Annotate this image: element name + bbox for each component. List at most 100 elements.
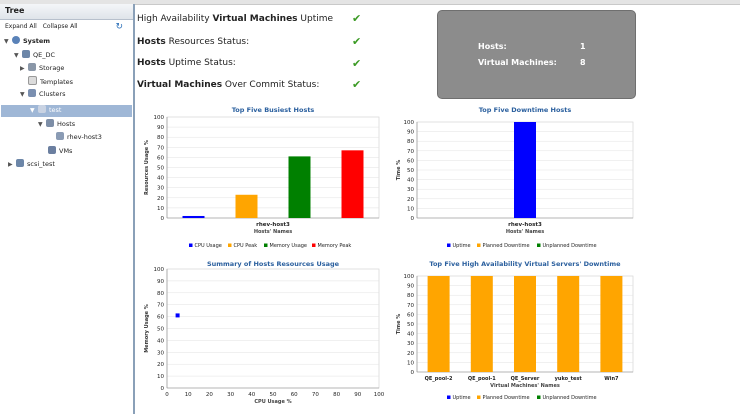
y-tick-label: 80 <box>157 291 164 297</box>
bar <box>341 150 364 218</box>
ok-check-icon: ✔ <box>352 12 362 25</box>
ok-check-icon: ✔ <box>352 78 362 91</box>
scatter-point <box>175 313 180 318</box>
legend-swatch <box>228 243 232 247</box>
expand-all-link[interactable]: Expand All <box>5 23 37 30</box>
y-tick-label: 30 <box>157 186 164 192</box>
bar <box>470 276 493 372</box>
legend-entry: Planned Downtime <box>483 243 530 249</box>
y-tick-label: 100 <box>404 120 415 126</box>
y-tick-label: 20 <box>407 351 414 357</box>
chart-hosts-resources-usage: Summary of Hosts Resources Usage 0 10 20 30 4… <box>144 260 385 405</box>
x-tick-label: 30 <box>227 392 234 398</box>
hosts-icon <box>46 119 54 127</box>
vms-icon <box>48 146 56 154</box>
bar <box>557 276 580 372</box>
collapse-all-link[interactable]: Collapse All <box>42 23 78 30</box>
y-tick-label: 100 <box>154 267 165 273</box>
x-tick-label: 50 <box>270 392 277 398</box>
y-tick-label: 70 <box>157 145 164 151</box>
chart-downtime-hosts: Top Five Downtime Hosts 0 10 20 30 40 50 60 70 80… <box>396 106 634 249</box>
legend-entry: Planned Downtime <box>483 395 530 401</box>
y-tick-label: 40 <box>407 332 414 338</box>
chart-title: Top Five Downtime Hosts <box>479 106 572 114</box>
y-axis-label: Time % <box>396 160 402 180</box>
x-tick-label: 80 <box>333 392 340 398</box>
tree-node-cluster-test[interactable]: ▼ test <box>30 105 62 114</box>
legend-swatch <box>477 395 481 399</box>
x-axis-label: Hosts' Names <box>254 229 292 235</box>
chart-title: Summary of Hosts Resources Usage <box>207 260 340 268</box>
tree-node-scsi-test[interactable]: ▶ scsi_test <box>8 159 55 168</box>
y-tick-label: 50 <box>157 327 164 333</box>
expand-arrow-icon[interactable]: ▶ <box>20 65 25 72</box>
tree-node-templates[interactable]: Templates <box>28 76 73 87</box>
legend-swatch <box>312 243 316 247</box>
tree-node-host-rhev-host3[interactable]: rhev-host3 <box>56 132 102 143</box>
bar <box>288 156 311 218</box>
x-axis-label: Virtual Machines' Names <box>490 383 560 389</box>
legend-swatch <box>537 243 541 247</box>
y-tick-label: 30 <box>157 350 164 356</box>
collapse-arrow-icon[interactable]: ▼ <box>30 107 35 114</box>
tree-node-hosts[interactable]: ▼ Hosts <box>38 119 76 128</box>
refresh-icon[interactable]: ↻ <box>115 22 123 32</box>
collapse-arrow-icon[interactable]: ▼ <box>4 38 9 45</box>
y-tick-label: 50 <box>407 168 414 174</box>
status-vm-ha-uptime: High Availability Virtual Machines Uptim… <box>137 14 334 24</box>
y-tick-label: 10 <box>157 206 164 212</box>
y-tick-label: 60 <box>407 312 414 318</box>
legend-entry: Uptime <box>453 395 471 401</box>
tree-node-datacenter[interactable]: ▼ QE_DC <box>14 50 56 59</box>
ok-check-icon: ✔ <box>352 57 362 70</box>
tree-toolbar: Expand All Collapse All ↻ <box>0 20 133 34</box>
x-tick-label: 40 <box>248 392 255 398</box>
y-tick-label: 20 <box>407 197 414 203</box>
hosts-count-label: Hosts: <box>478 42 507 51</box>
hosts-count-value: 1 <box>580 42 586 51</box>
status-hosts-uptime: Hosts Uptime Status: <box>137 58 236 68</box>
y-tick-label: 10 <box>407 206 414 212</box>
host-icon <box>56 132 64 140</box>
legend-swatch <box>264 243 268 247</box>
y-tick-label: 90 <box>407 130 414 136</box>
expand-arrow-icon[interactable]: ▶ <box>8 161 13 168</box>
legend-swatch <box>447 395 451 399</box>
x-tick-label: QE_pool-2 <box>425 376 453 382</box>
bar <box>514 122 536 218</box>
summary-box: Hosts: 1 Virtual Machines: 8 <box>437 10 636 99</box>
y-tick-label: 100 <box>404 274 415 280</box>
x-tick-label: Win7 <box>604 376 619 382</box>
legend-entry: Uptime <box>453 243 471 249</box>
clusters-icon <box>28 89 36 97</box>
legend-swatch <box>447 243 451 247</box>
y-tick-label: 0 <box>411 216 415 222</box>
y-tick-label: 90 <box>157 125 164 131</box>
y-tick-label: 50 <box>407 322 414 328</box>
y-tick-label: 10 <box>157 374 164 380</box>
y-tick-label: 40 <box>407 178 414 184</box>
vms-count-value: 8 <box>580 58 586 67</box>
system-icon <box>12 36 20 44</box>
collapse-arrow-icon[interactable]: ▼ <box>14 52 19 59</box>
y-tick-label: 0 <box>411 370 415 376</box>
chart-title: Top Five High Availability Virtual Serve… <box>429 260 621 268</box>
tree-node-storage[interactable]: ▶ Storage <box>20 63 65 72</box>
x-tick-label: 10 <box>185 392 192 398</box>
vms-count-label: Virtual Machines: <box>478 58 557 67</box>
x-tick-label: QE_Server <box>511 376 540 382</box>
x-tick-label: 90 <box>354 392 361 398</box>
y-tick-label: 90 <box>407 284 414 290</box>
status-hosts-resources: Hosts Resources Status: <box>137 37 250 47</box>
collapse-arrow-icon[interactable]: ▼ <box>38 121 43 128</box>
x-tick-label: 0 <box>165 392 169 398</box>
datacenter-icon <box>22 50 30 58</box>
tree-panel: Tree Expand All Collapse All ↻ ▼ System ▼… <box>0 4 135 414</box>
y-tick-label: 60 <box>157 155 164 161</box>
y-tick-label: 20 <box>157 196 164 202</box>
tree-node-clusters[interactable]: ▼ Clusters <box>20 89 66 98</box>
x-tick-label: rhev-host3 <box>256 222 290 228</box>
tree-node-system[interactable]: ▼ System <box>4 36 51 45</box>
tree-node-vms[interactable]: VMs <box>48 146 72 157</box>
collapse-arrow-icon[interactable]: ▼ <box>20 91 25 98</box>
